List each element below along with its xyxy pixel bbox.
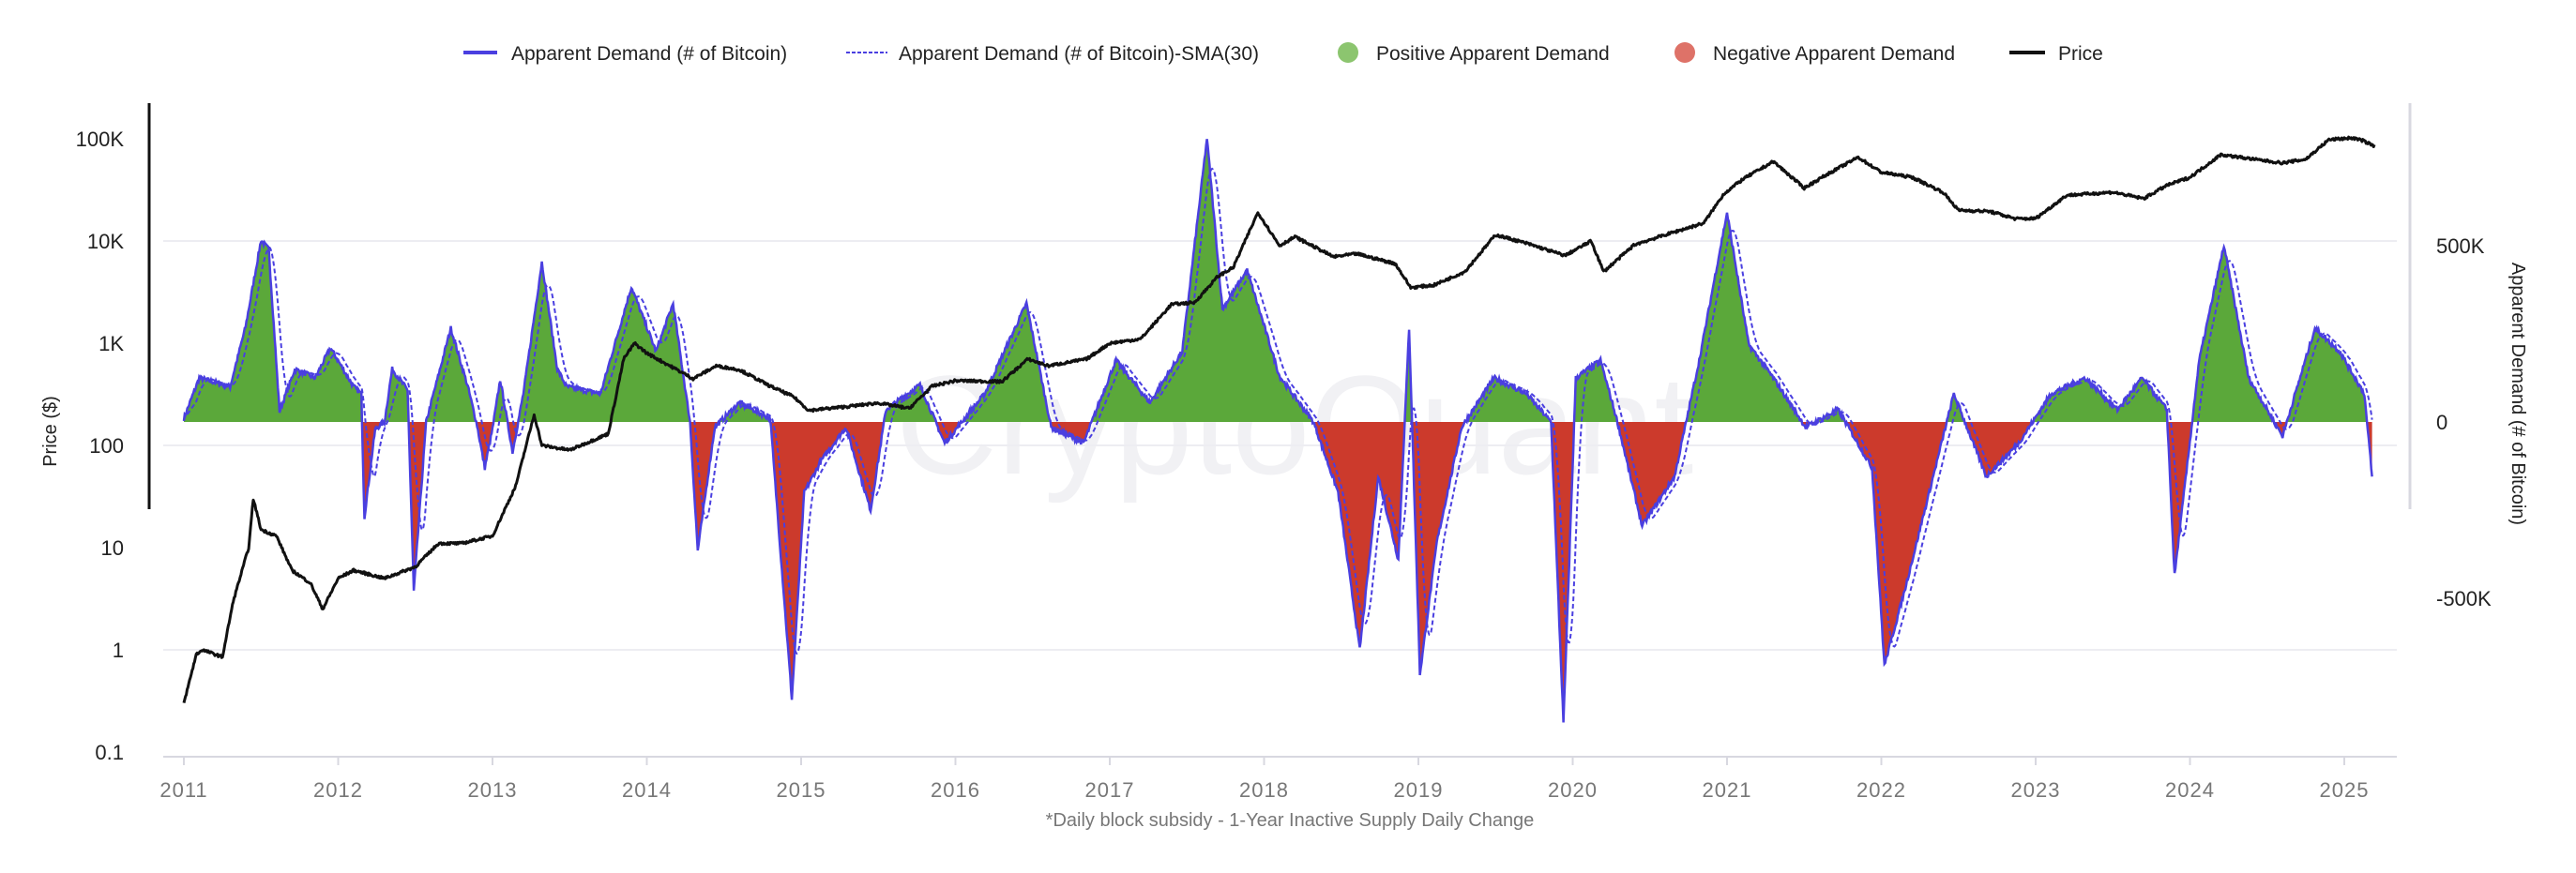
apparent-demand-line: [182, 139, 2373, 723]
dot-icon: [1674, 42, 1695, 63]
y-left-tick-label: 0.1: [95, 741, 124, 764]
left-axis-ticks: 0.1 1 10 100 1K 10K 100K: [76, 128, 125, 764]
legend-label: Negative Apparent Demand: [1713, 43, 1955, 65]
x-tick-label: 2017: [1085, 778, 1135, 802]
positive-demand-area: [184, 139, 2372, 423]
y-right-tick-label: -500K: [2436, 587, 2492, 610]
price-line: [182, 135, 2376, 703]
legend-label: Positive Apparent Demand: [1376, 43, 1610, 65]
x-tick-label: 2024: [2165, 778, 2215, 802]
x-tick-label: 2019: [1394, 778, 1444, 802]
chart-caption: *Daily block subsidy - 1-Year Inactive S…: [1046, 810, 1535, 831]
y-left-tick-label: 1K: [98, 332, 124, 355]
y-left-tick-label: 100: [89, 434, 124, 458]
x-tick-label: 2023: [2011, 778, 2061, 802]
legend-label: Apparent Demand (# of Bitcoin): [511, 43, 787, 65]
plot-area: [182, 135, 2376, 723]
x-tick-label: 2014: [622, 778, 672, 802]
y-left-tick-label: 10K: [87, 230, 124, 253]
y-left-tick-label: 100K: [76, 128, 125, 151]
legend-item-apparent-demand-sma[interactable]: Apparent Demand (# of Bitcoin)-SMA(30): [846, 43, 1259, 65]
legend-item-price[interactable]: Price: [2009, 43, 2103, 65]
y-right-tick-label: 500K: [2436, 234, 2485, 258]
dot-icon: [1338, 42, 1358, 63]
x-tick-label: 2025: [2320, 778, 2370, 802]
x-tick-label: 2022: [1856, 778, 1906, 802]
x-tick-label: 2018: [1239, 778, 1289, 802]
x-tick-label: 2015: [777, 778, 826, 802]
x-tick-label: 2013: [468, 778, 518, 802]
legend-item-apparent-demand[interactable]: Apparent Demand (# of Bitcoin): [463, 43, 787, 65]
x-axis-ticks: 2011 2012 2013 2014 2015 2016 2017 2018 2019 2020…: [159, 757, 2370, 802]
legend-label: Apparent Demand (# of Bitcoin)-SMA(30): [899, 43, 1259, 65]
y-left-tick-label: 10: [101, 536, 124, 560]
legend: Apparent Demand (# of Bitcoin) Apparent …: [463, 42, 2103, 65]
x-tick-label: 2011: [159, 778, 207, 802]
legend-item-negative-demand[interactable]: Negative Apparent Demand: [1674, 42, 1955, 65]
x-tick-label: 2021: [1703, 778, 1752, 802]
x-tick-label: 2016: [931, 778, 980, 802]
apparent-demand-sma-line: [183, 167, 2373, 655]
gridlines: [163, 240, 2397, 651]
right-axis-ticks: -500K 0 500K: [2436, 234, 2492, 610]
left-axis-title: Price ($): [40, 396, 61, 467]
legend-item-positive-demand[interactable]: Positive Apparent Demand: [1338, 42, 1610, 65]
legend-label: Price: [2058, 43, 2103, 65]
x-tick-label: 2020: [1548, 778, 1598, 802]
right-axis-title: Apparent Demand (# of Bitcoin): [2508, 263, 2528, 525]
x-tick-label: 2012: [313, 778, 363, 802]
y-left-tick-label: 1: [113, 639, 124, 662]
y-right-tick-label: 0: [2436, 411, 2447, 434]
